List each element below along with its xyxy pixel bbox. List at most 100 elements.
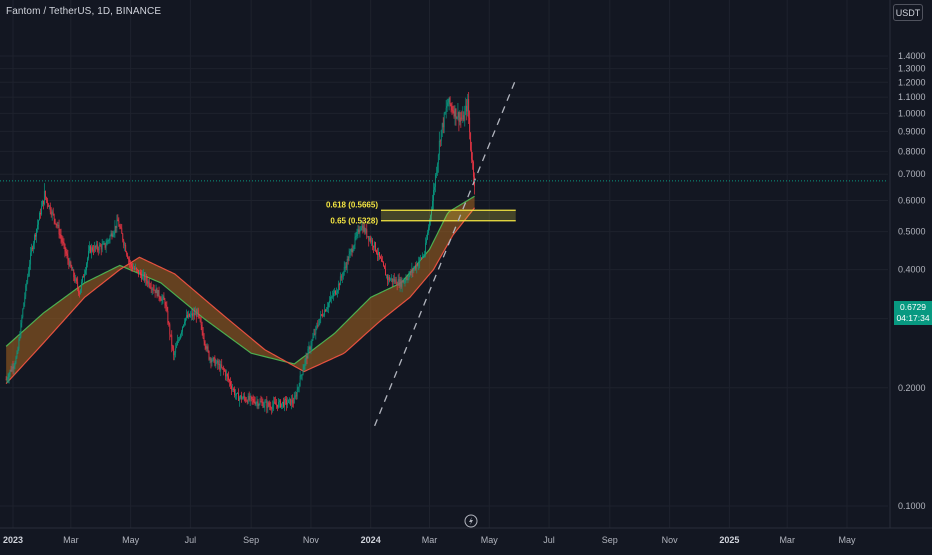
candle-body (11, 366, 13, 372)
ma-slow-line (5, 207, 476, 385)
candle-body (266, 401, 268, 408)
candle-body (242, 396, 244, 399)
candle-body (218, 363, 220, 365)
candle-body (234, 389, 235, 395)
candle-body (420, 257, 422, 259)
candle-body (409, 271, 411, 275)
candle-body (379, 252, 380, 257)
candle-body (375, 242, 376, 251)
candle-body (54, 219, 56, 224)
candle-body (23, 302, 25, 310)
candle-body (20, 322, 22, 337)
candle-body (470, 132, 472, 150)
y-tick-label: 0.2000 (898, 383, 926, 393)
ma-fast-line (5, 195, 475, 365)
candle-body (440, 129, 442, 141)
candle-body (329, 300, 330, 304)
candle-body (386, 275, 388, 281)
candle-body (135, 267, 136, 270)
candle-body (251, 396, 253, 400)
candle-body (446, 106, 448, 108)
candle-body (176, 344, 178, 348)
candle-body (202, 331, 204, 339)
candle-body (451, 106, 453, 111)
symbol-title[interactable]: Fantom / TetherUS, 1D, BINANCE (6, 6, 162, 17)
candle-body (178, 339, 180, 341)
candle-body (358, 229, 360, 233)
candle-body (94, 246, 96, 248)
candle-body (216, 360, 218, 363)
candle-body (444, 112, 446, 114)
x-tick-label: Jul (543, 535, 555, 545)
currency-button[interactable]: USDT (893, 4, 923, 21)
candle-body (16, 353, 18, 358)
candle-body (239, 395, 241, 398)
candle-body (206, 346, 208, 349)
candle-body (183, 324, 184, 327)
candle-body (197, 309, 199, 315)
candle-body (89, 246, 90, 251)
candle-body (126, 251, 128, 255)
candle-body (110, 233, 112, 236)
candle-body (235, 394, 236, 396)
candle-body (159, 297, 161, 300)
candle-body (347, 259, 349, 261)
candle-body (192, 312, 194, 317)
candle-body (48, 205, 50, 207)
candle-body (164, 299, 166, 306)
candle-body (21, 317, 23, 323)
candle-body (10, 370, 12, 372)
candle-body (338, 283, 340, 286)
candle-body (51, 211, 53, 215)
candle-body (243, 396, 245, 399)
candle-body (354, 236, 356, 246)
candle-body (77, 281, 79, 288)
candle-body (286, 399, 287, 405)
candle-body (147, 281, 149, 284)
candle-body (317, 325, 319, 326)
candle-body (221, 364, 223, 368)
candle-body (419, 258, 421, 263)
candle-body (87, 258, 88, 264)
candle-body (198, 314, 200, 318)
candle-body (204, 341, 206, 347)
candle-body (71, 266, 73, 271)
candle-body (122, 233, 124, 241)
candle-body (244, 398, 246, 401)
candle-body (370, 238, 372, 242)
candle-body (250, 396, 252, 397)
candle-body (103, 243, 105, 244)
candle-body (416, 264, 418, 269)
candle-body (272, 405, 274, 410)
fib-zone[interactable] (381, 210, 516, 221)
candle-body (133, 268, 134, 270)
candle-body (246, 400, 248, 403)
candle-body (328, 303, 329, 308)
candle-body (9, 370, 11, 374)
candle-body (450, 104, 452, 107)
candle-body (278, 402, 279, 408)
trendline-dashed[interactable] (374, 79, 517, 427)
candle-body (424, 254, 425, 256)
candle-body (356, 232, 358, 236)
candle-body (300, 375, 302, 377)
candle-body (452, 110, 454, 112)
candle-body (203, 338, 205, 342)
candle-body (222, 367, 224, 369)
candle-body (91, 247, 92, 253)
candle-body (58, 225, 60, 235)
candle-body (306, 355, 308, 359)
bolt-icon[interactable] (464, 514, 478, 528)
candle-body (31, 247, 33, 253)
candle-body (36, 228, 37, 237)
candle-body (228, 376, 229, 380)
candle-body (28, 271, 30, 277)
candle-body (150, 287, 152, 290)
candle-body (385, 268, 386, 276)
candle-body (140, 271, 141, 275)
candle-body (127, 254, 129, 259)
candle-body (321, 314, 323, 316)
candle-body (33, 243, 34, 250)
